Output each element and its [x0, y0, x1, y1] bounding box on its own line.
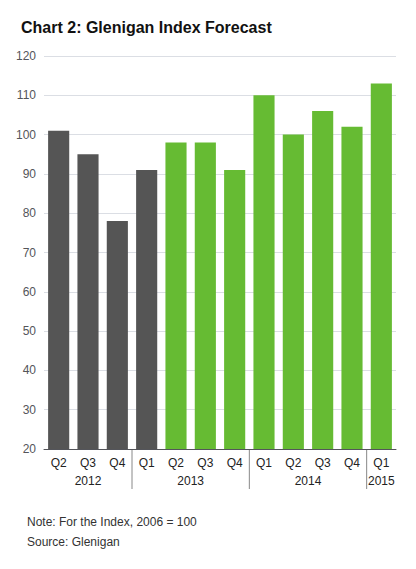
- svg-text:Q3: Q3: [315, 456, 331, 470]
- svg-text:20: 20: [23, 442, 37, 456]
- svg-text:2012: 2012: [75, 474, 102, 488]
- svg-text:40: 40: [23, 363, 37, 377]
- svg-text:110: 110: [17, 88, 36, 102]
- svg-text:Q1: Q1: [373, 456, 389, 470]
- svg-text:Q3: Q3: [80, 456, 96, 470]
- svg-text:70: 70: [23, 246, 37, 260]
- svg-text:2015: 2015: [368, 474, 395, 488]
- svg-text:Q3: Q3: [197, 456, 213, 470]
- svg-text:Source: Glenigan: Source: Glenigan: [27, 535, 120, 549]
- svg-text:90: 90: [23, 167, 37, 181]
- svg-text:60: 60: [23, 285, 37, 299]
- svg-text:100: 100: [16, 128, 36, 142]
- svg-text:80: 80: [23, 206, 37, 220]
- svg-text:Q2: Q2: [51, 456, 67, 470]
- svg-text:Chart 2: Glenigan Index Foreca: Chart 2: Glenigan Index Forecast: [21, 19, 272, 36]
- svg-text:Q4: Q4: [109, 456, 125, 470]
- svg-text:Q2: Q2: [285, 456, 301, 470]
- svg-text:Q1: Q1: [256, 456, 272, 470]
- svg-text:2014: 2014: [295, 474, 322, 488]
- svg-text:Q1: Q1: [139, 456, 155, 470]
- svg-text:120: 120: [16, 49, 36, 63]
- svg-text:50: 50: [23, 324, 37, 338]
- svg-text:30: 30: [23, 403, 37, 417]
- svg-text:Q4: Q4: [344, 456, 360, 470]
- svg-text:2013: 2013: [177, 474, 204, 488]
- svg-text:Q4: Q4: [227, 456, 243, 470]
- svg-text:Note: For the Index, 2006 = 10: Note: For the Index, 2006 = 100: [27, 515, 197, 529]
- svg-text:Q2: Q2: [168, 456, 184, 470]
